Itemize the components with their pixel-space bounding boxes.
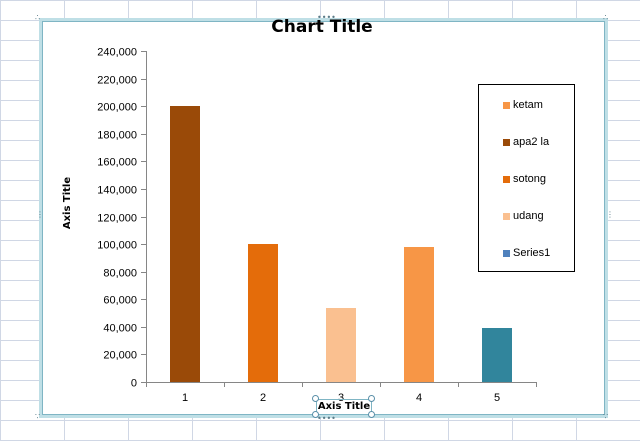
bar-4 <box>404 247 434 382</box>
resize-handle-left[interactable]: ⋮ <box>36 210 44 219</box>
legend-label: ketam <box>513 99 543 111</box>
bar-1 <box>170 106 200 382</box>
x-tick-label: 5 <box>494 392 500 404</box>
legend-swatch <box>503 101 510 109</box>
legend-label: udang <box>513 210 544 222</box>
legend[interactable]: ketam apa2 la sotong udang Series1 <box>478 84 575 272</box>
legend-item[interactable]: ketam <box>503 98 543 112</box>
legend-swatch <box>503 138 510 146</box>
resize-handle-bottom-right[interactable]: ∵ <box>603 412 609 421</box>
x-tick-label: 3 <box>338 392 344 404</box>
legend-item[interactable]: sotong <box>503 172 546 186</box>
bars <box>170 106 512 382</box>
resize-handle-top[interactable]: •••• <box>317 13 336 22</box>
y-tick-label: 40,000 <box>103 323 137 335</box>
y-tick-label: 140,000 <box>97 185 137 197</box>
legend-swatch <box>503 212 510 220</box>
bar-5 <box>482 328 512 382</box>
legend-swatch <box>503 249 510 257</box>
x-tick-label: 4 <box>416 392 422 404</box>
x-axis-title-handle-br[interactable] <box>368 411 375 418</box>
x-tick-label: 2 <box>260 392 266 404</box>
x-axis-title[interactable]: Axis Title <box>316 399 372 415</box>
y-tick-label: 200,000 <box>97 102 137 114</box>
legend-label: sotong <box>513 173 547 185</box>
legend-label: apa2 la <box>513 136 550 148</box>
x-axis-title-handle-bl[interactable] <box>312 411 319 418</box>
axes: 0 20,000 40,000 60,000 80,000 100,000 120,000 1… <box>97 47 537 404</box>
y-tick-label: 220,000 <box>97 75 137 87</box>
y-tick-label: 0 <box>131 378 137 390</box>
y-tick-label: 80,000 <box>103 268 137 280</box>
resize-handle-right[interactable]: ⋮ <box>606 210 614 219</box>
resize-handle-bottom-left[interactable]: ∵ <box>35 412 41 421</box>
legend-swatch <box>503 175 510 183</box>
bar-3 <box>326 308 356 382</box>
y-tick-label: 60,000 <box>103 295 137 307</box>
x-axis-title-handle-tr[interactable] <box>368 395 375 402</box>
x-tick-label: 1 <box>182 392 188 404</box>
chart-title[interactable]: Chart Title <box>271 17 373 37</box>
y-tick-label: 120,000 <box>97 213 137 225</box>
resize-handle-bottom[interactable]: •••• <box>317 414 336 423</box>
legend-item[interactable]: apa2 la <box>503 135 549 149</box>
y-tick-label: 240,000 <box>97 47 137 59</box>
y-tick-label: 20,000 <box>103 350 137 362</box>
legend-label: Series1 <box>513 247 551 259</box>
legend-item[interactable]: udang <box>503 209 544 223</box>
y-axis-title[interactable]: Axis Title <box>62 176 73 230</box>
y-tick-label: 180,000 <box>97 130 137 142</box>
x-axis-title-handle-tl[interactable] <box>312 395 319 402</box>
resize-handle-top-right[interactable]: ∴ <box>603 13 609 22</box>
legend-item[interactable]: Series1 <box>503 246 550 260</box>
y-tick-label: 100,000 <box>97 240 137 252</box>
y-tick-label: 160,000 <box>97 157 137 169</box>
bar-2 <box>248 244 278 382</box>
resize-handle-top-left[interactable]: ∴ <box>35 13 41 22</box>
